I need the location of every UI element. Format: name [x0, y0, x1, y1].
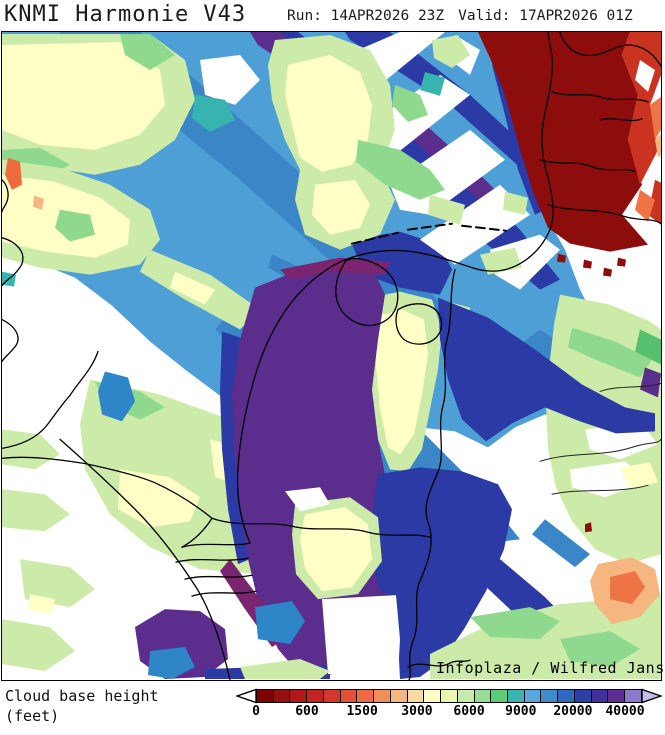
colorbar-tick: 1500 — [346, 704, 378, 719]
colorbar-tick: 0 — [252, 704, 260, 719]
colorbar-cell — [290, 690, 308, 702]
colorbar-cell — [424, 690, 442, 702]
colorbar-cell — [508, 690, 525, 702]
colorbar-tick: 40000 — [605, 704, 645, 719]
colorbar-tick: 3000 — [401, 704, 433, 719]
valid-time: Valid: 17APR2026 01Z — [458, 8, 633, 24]
cloud-base-map-graphic — [2, 32, 661, 680]
run-time: Run: 14APR2026 23Z — [287, 8, 445, 24]
colorbar-cell — [625, 690, 641, 702]
colorbar-tick: 9000 — [505, 704, 537, 719]
colorbar-cell — [407, 690, 425, 702]
legend: Cloud base height (feet) 0 600 1500 3000 600… — [0, 683, 665, 735]
colorbar-cell — [323, 690, 341, 702]
model-title: KNMI Harmonie V43 — [4, 2, 247, 27]
colorbar-cell — [541, 690, 559, 702]
colorbar-cell — [390, 690, 408, 702]
colorbar-tick: 20000 — [553, 704, 593, 719]
colorbar-cell — [340, 690, 358, 702]
colorbar-cell — [524, 690, 542, 702]
colorbar-cells — [256, 689, 642, 703]
colorbar-cell — [441, 690, 458, 702]
colorbar-cell — [357, 690, 375, 702]
colorbar-cell — [491, 690, 509, 702]
colorbar-cell — [558, 690, 575, 702]
header: KNMI Harmonie V43 Run: 14APR2026 23Z Vali… — [0, 0, 665, 31]
run-valid-line: Run: 14APR2026 23Z Valid: 17APR2026 01Z — [287, 8, 647, 24]
colorbar-right-arrow — [641, 688, 662, 704]
colorbar-tick-labels: 0 600 1500 3000 6000 9000 20000 40000 — [252, 703, 645, 721]
attribution-text: Infoplaza / Wilfred Janssen — [436, 659, 665, 677]
colorbar-cell — [474, 690, 492, 702]
colorbar-cell — [591, 690, 609, 702]
colorbar-cell — [273, 690, 291, 702]
colorbar-tick: 600 — [295, 704, 319, 719]
legend-title: Cloud base height — [5, 687, 159, 705]
colorbar: 0 600 1500 3000 6000 9000 20000 40000 — [236, 688, 662, 723]
colorbar-left-arrow — [236, 688, 257, 704]
legend-unit: (feet) — [5, 707, 60, 725]
colorbar-cell — [257, 690, 274, 702]
colorbar-tick: 6000 — [453, 704, 485, 719]
colorbar-cell — [574, 690, 592, 702]
colorbar-cell — [608, 690, 626, 702]
colorbar-cell — [457, 690, 475, 702]
colorbar-cell — [307, 690, 324, 702]
weather-map — [1, 31, 662, 681]
colorbar-cell — [374, 690, 391, 702]
